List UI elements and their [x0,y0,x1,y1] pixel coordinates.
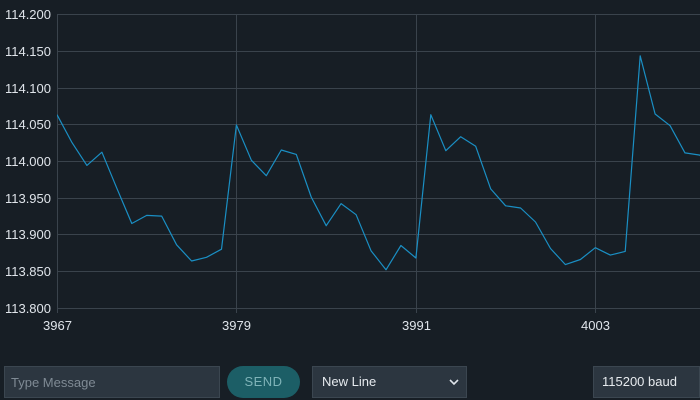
y-tick-label: 114.100 [5,81,51,96]
y-tick-label: 114.000 [5,154,51,169]
x-tick-label: 3979 [222,318,251,333]
y-tick-label: 113.850 [5,264,51,279]
y-tick-label: 114.050 [5,117,51,132]
baud-rate-value: 115200 baud [602,374,677,389]
y-tick-label: 113.900 [5,227,51,242]
x-tick-label: 3991 [402,318,431,333]
serial-plotter-chart: 113.800 113.850 113.900 113.950 114.000 114.0… [5,7,700,333]
series-line [57,55,700,271]
y-tick-label: 114.150 [5,44,51,59]
x-tick-label: 4003 [581,318,610,333]
y-tick-label: 113.800 [5,301,51,316]
line-ending-value: New Line [322,374,377,389]
send-button[interactable]: SEND [227,366,300,398]
y-tick-label: 113.950 [5,191,51,206]
message-input[interactable] [4,366,220,398]
y-tick-label: 114.200 [5,7,51,22]
line-ending-select[interactable]: New Line [312,366,467,398]
baud-rate-select[interactable]: 115200 baud [593,366,700,398]
bottom-toolbar: SEND New Line 115200 baud [0,360,700,400]
chevron-down-icon [449,379,459,386]
x-tick-label: 3967 [43,318,72,333]
